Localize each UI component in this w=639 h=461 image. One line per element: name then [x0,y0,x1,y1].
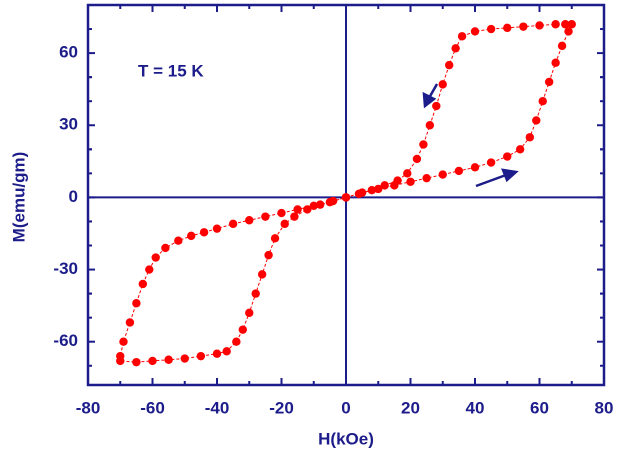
data-point [457,32,467,41]
data-point [393,176,402,185]
arrow-head [422,91,437,109]
data-point [503,152,512,161]
data-point [293,205,302,214]
data-point [412,154,422,164]
data-point [438,170,447,179]
data-point [145,265,154,274]
data-point [270,234,280,243]
data-point [261,212,270,221]
x-tick-label: 60 [530,398,549,417]
data-point [432,101,441,111]
data-point [564,27,573,36]
data-point [148,356,157,366]
arrow [475,173,507,188]
data-point [303,205,312,214]
data-point [245,308,254,318]
data-point [228,219,238,229]
data-point [151,253,160,262]
data-point [561,20,570,29]
data-point [174,236,183,245]
arrow [427,83,439,99]
data-point [470,27,480,36]
data-point [164,355,173,364]
y-tick-label: 30 [59,115,78,134]
y-axis-title: M(emu/gm) [9,152,28,243]
x-tick-label: 40 [466,398,485,417]
data-point [519,22,528,31]
data-point [454,166,464,176]
data-point [445,60,454,70]
data-point [264,250,273,260]
data-point [132,299,141,308]
data-point [544,77,554,87]
data-point [451,44,460,53]
data-point [567,20,576,29]
data-point [419,140,428,149]
data-point [116,351,125,361]
data-point [290,212,299,221]
data-point [406,177,415,186]
x-tick-label: 20 [401,398,420,417]
plot-frame [86,3,606,387]
data-point [470,163,480,172]
x-tick-label: -20 [269,398,294,417]
y-tick-label: -60 [53,331,78,350]
data-point [422,173,431,183]
data-point [380,181,389,190]
data-point [222,347,231,356]
data-point [309,201,318,211]
x-tick-label: -60 [140,398,165,417]
data-point [232,337,241,346]
y-tick-label: -30 [53,259,78,278]
data-point [325,198,335,207]
data-point [251,289,260,298]
data-point [238,325,247,334]
data-point [425,121,435,130]
data-point [538,97,547,106]
data-point [525,133,535,142]
data-point [280,219,289,229]
data-point [551,20,560,29]
data-point [515,145,525,154]
data-point [132,357,141,367]
data-point [532,116,541,125]
data-point [535,21,544,30]
data-point [277,208,286,218]
data-point [486,158,496,167]
data-point [551,58,560,67]
data-point [257,270,267,279]
arrows [422,83,519,188]
data-point [374,184,383,194]
data-point [199,228,209,237]
data-point [161,243,170,253]
x-tick-label: -40 [205,398,230,417]
data-point [138,279,148,289]
data-point [196,351,206,361]
data-point [187,231,196,241]
data-point [180,354,189,363]
data-point [403,169,412,178]
y-tick-label: 0 [69,187,78,206]
annotation: T = 15 K [138,61,204,80]
data-point [212,349,222,358]
data-point [367,185,376,195]
x-axis-title: H(kOe) [318,429,374,448]
data-point [557,41,567,51]
data-point [119,337,128,346]
data-point [354,189,364,198]
data-point [438,80,447,89]
data-point [503,23,512,33]
data-point [212,224,222,233]
data-point [125,318,135,327]
data-point [245,216,254,225]
x-tick-label: -80 [76,398,101,417]
data-point [341,193,351,202]
data-point [316,200,325,209]
x-tick-label: 80 [595,398,614,417]
arrow-head [501,168,519,183]
data-point [486,24,496,34]
x-tick-label: 0 [341,398,350,417]
y-tick-label: 60 [59,43,78,62]
